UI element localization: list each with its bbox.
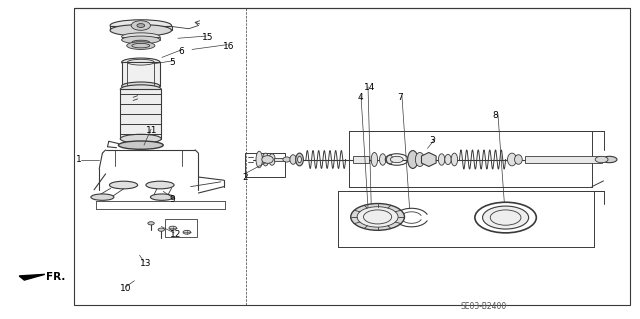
Ellipse shape xyxy=(269,154,275,165)
Ellipse shape xyxy=(122,58,160,66)
Ellipse shape xyxy=(387,155,393,164)
Circle shape xyxy=(483,206,529,229)
Ellipse shape xyxy=(256,151,262,168)
Ellipse shape xyxy=(122,33,160,41)
Text: 12: 12 xyxy=(170,230,181,239)
Ellipse shape xyxy=(595,156,608,163)
Ellipse shape xyxy=(120,134,161,143)
Circle shape xyxy=(137,24,145,27)
Circle shape xyxy=(390,156,403,163)
Ellipse shape xyxy=(262,153,269,166)
Circle shape xyxy=(351,204,404,230)
Text: 13: 13 xyxy=(140,259,151,268)
Ellipse shape xyxy=(109,181,138,189)
Ellipse shape xyxy=(118,141,163,149)
Ellipse shape xyxy=(146,181,174,189)
Ellipse shape xyxy=(445,154,451,165)
Ellipse shape xyxy=(122,82,160,90)
Text: 5: 5 xyxy=(170,58,175,67)
Polygon shape xyxy=(19,274,45,280)
Ellipse shape xyxy=(438,154,445,165)
Ellipse shape xyxy=(451,153,458,166)
Bar xyxy=(274,158,287,161)
Ellipse shape xyxy=(132,40,150,45)
Text: SE03-B2400: SE03-B2400 xyxy=(461,302,507,311)
Text: 8: 8 xyxy=(493,111,499,120)
Ellipse shape xyxy=(283,157,291,162)
Text: 3: 3 xyxy=(429,136,435,145)
Text: 14: 14 xyxy=(364,83,375,92)
Text: 6: 6 xyxy=(178,47,184,56)
Bar xyxy=(122,62,160,86)
Ellipse shape xyxy=(380,154,386,165)
Ellipse shape xyxy=(408,151,418,168)
Bar xyxy=(74,8,630,305)
Ellipse shape xyxy=(110,25,172,36)
Ellipse shape xyxy=(515,155,522,164)
Text: 15: 15 xyxy=(202,33,213,42)
Ellipse shape xyxy=(262,156,273,163)
Circle shape xyxy=(183,230,191,234)
Circle shape xyxy=(158,228,164,231)
Circle shape xyxy=(131,21,150,30)
Text: FR.: FR. xyxy=(46,272,65,282)
Text: 2: 2 xyxy=(242,173,248,182)
Text: 9: 9 xyxy=(170,195,175,204)
Circle shape xyxy=(148,222,154,225)
Ellipse shape xyxy=(290,155,296,164)
Bar xyxy=(120,89,161,139)
Bar xyxy=(110,26,172,30)
Ellipse shape xyxy=(298,156,301,163)
Ellipse shape xyxy=(122,36,160,44)
Ellipse shape xyxy=(602,156,617,163)
Text: 10: 10 xyxy=(120,284,132,293)
Bar xyxy=(525,156,602,163)
Bar xyxy=(122,37,160,40)
Circle shape xyxy=(357,207,398,227)
Ellipse shape xyxy=(508,153,516,166)
Text: 7: 7 xyxy=(397,93,403,102)
Ellipse shape xyxy=(120,85,161,94)
Ellipse shape xyxy=(296,153,303,166)
Ellipse shape xyxy=(150,194,173,200)
Ellipse shape xyxy=(91,194,114,200)
Ellipse shape xyxy=(110,20,172,31)
Ellipse shape xyxy=(371,152,378,167)
Ellipse shape xyxy=(415,152,424,167)
Circle shape xyxy=(169,226,177,230)
Ellipse shape xyxy=(127,42,155,49)
Text: 4: 4 xyxy=(357,93,363,102)
Bar xyxy=(165,219,197,237)
Text: 11: 11 xyxy=(146,126,157,135)
Text: 1: 1 xyxy=(76,155,81,164)
Bar xyxy=(245,153,285,177)
Bar xyxy=(353,156,369,163)
Polygon shape xyxy=(422,152,436,167)
Text: 16: 16 xyxy=(223,42,234,51)
